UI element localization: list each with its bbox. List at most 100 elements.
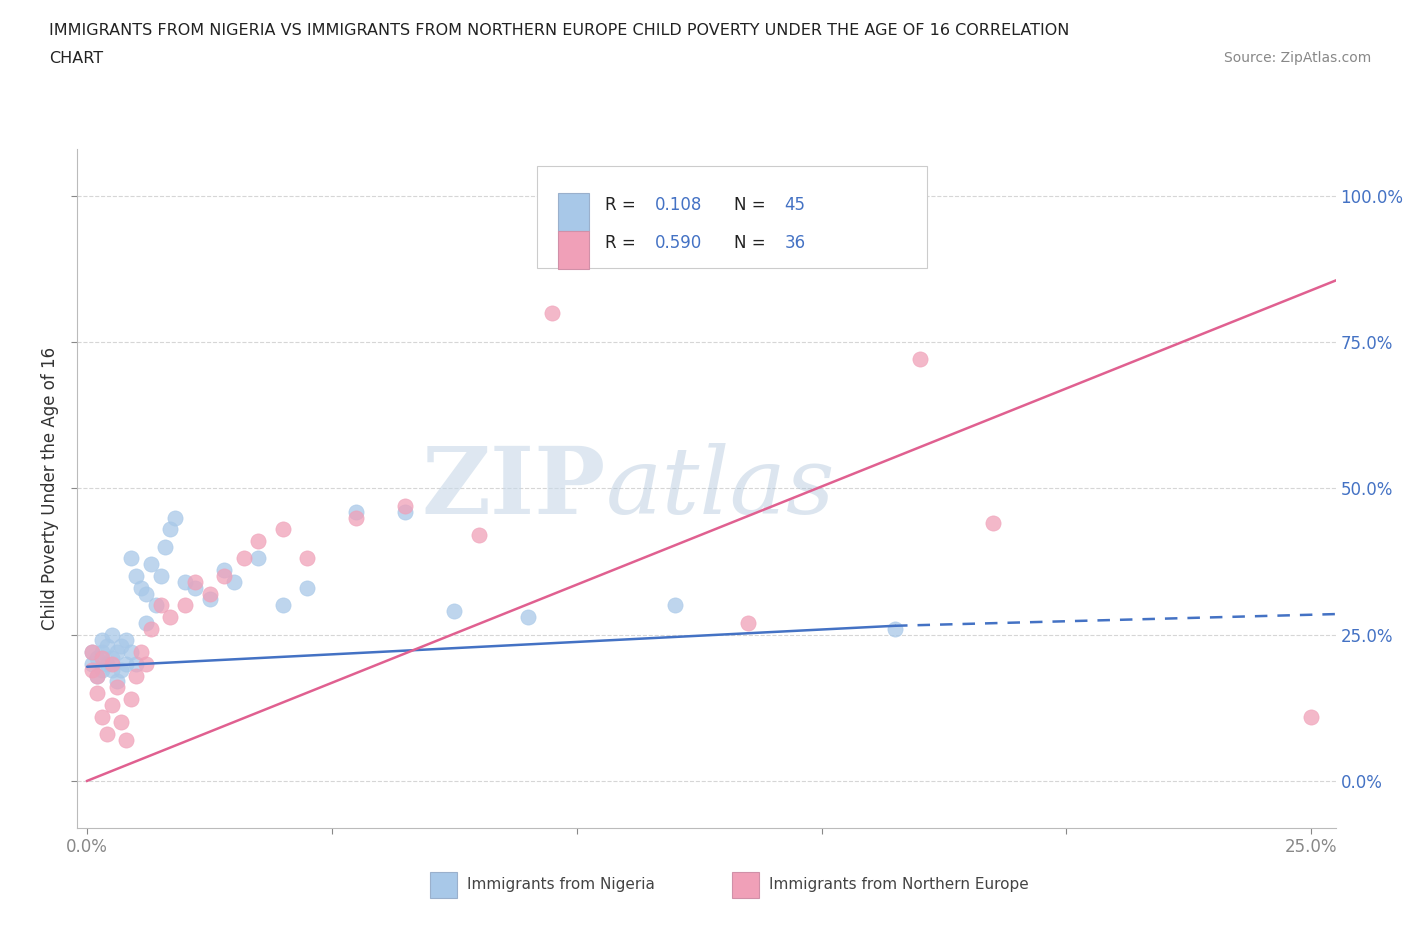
Point <box>908 352 931 367</box>
Point <box>135 657 157 671</box>
Point <box>468 527 491 542</box>
Point <box>105 644 128 659</box>
Bar <box>731 871 759 897</box>
Bar <box>558 193 589 231</box>
Point <box>115 657 138 671</box>
Text: CHART: CHART <box>49 51 103 66</box>
Point <box>80 657 103 671</box>
Point <box>120 644 142 659</box>
Point <box>638 241 661 256</box>
Point <box>120 551 142 566</box>
Point <box>90 644 112 659</box>
Point <box>100 698 122 712</box>
Point <box>155 539 177 554</box>
Text: 36: 36 <box>785 234 806 252</box>
Point <box>135 616 157 631</box>
Point <box>105 674 128 689</box>
Point <box>139 621 162 636</box>
Bar <box>430 871 457 897</box>
Point <box>884 621 907 636</box>
Point <box>174 598 197 613</box>
Point <box>110 715 132 730</box>
Point <box>139 557 162 572</box>
Point <box>737 616 759 631</box>
Point <box>165 510 187 525</box>
Text: Immigrants from Northern Europe: Immigrants from Northern Europe <box>769 877 1029 892</box>
Point <box>159 522 181 537</box>
Point <box>184 580 207 595</box>
Point <box>120 692 142 707</box>
Point <box>159 609 181 624</box>
Point <box>541 305 564 320</box>
Point <box>129 580 152 595</box>
Text: N =: N = <box>734 196 770 214</box>
Point <box>110 639 132 654</box>
Point <box>198 592 221 607</box>
Point <box>110 662 132 677</box>
Point <box>297 580 319 595</box>
Point <box>394 498 416 513</box>
Point <box>125 668 148 683</box>
Point <box>86 685 108 700</box>
Point <box>664 598 686 613</box>
Point <box>346 510 368 525</box>
Y-axis label: Child Poverty Under the Age of 16: Child Poverty Under the Age of 16 <box>41 347 59 630</box>
Point <box>125 568 148 583</box>
Text: R =: R = <box>605 196 641 214</box>
Text: atlas: atlas <box>606 444 835 533</box>
Point <box>516 609 538 624</box>
Text: 45: 45 <box>785 196 806 214</box>
Point <box>346 504 368 519</box>
Point <box>125 657 148 671</box>
Point <box>90 651 112 666</box>
Text: ZIP: ZIP <box>422 444 606 533</box>
Point <box>80 662 103 677</box>
Text: R =: R = <box>605 234 641 252</box>
Text: N =: N = <box>734 234 770 252</box>
Text: IMMIGRANTS FROM NIGERIA VS IMMIGRANTS FROM NORTHERN EUROPE CHILD POVERTY UNDER T: IMMIGRANTS FROM NIGERIA VS IMMIGRANTS FR… <box>49 23 1070 38</box>
Point <box>115 633 138 648</box>
Point <box>115 733 138 748</box>
Point <box>222 575 245 590</box>
Point <box>1301 709 1323 724</box>
Point <box>212 563 235 578</box>
Bar <box>558 232 589 269</box>
Point <box>981 516 1004 531</box>
Point <box>129 644 152 659</box>
Point <box>149 568 172 583</box>
Point <box>100 627 122 642</box>
Point <box>247 551 270 566</box>
Point <box>271 522 294 537</box>
FancyBboxPatch shape <box>537 166 927 268</box>
Point <box>212 568 235 583</box>
Point <box>198 586 221 601</box>
Point <box>394 504 416 519</box>
Text: 0.590: 0.590 <box>655 234 702 252</box>
Point <box>100 657 122 671</box>
Point <box>86 668 108 683</box>
Point <box>100 651 122 666</box>
Point <box>96 726 118 741</box>
Point <box>232 551 254 566</box>
Text: 0.108: 0.108 <box>655 196 702 214</box>
Point <box>80 644 103 659</box>
Point <box>100 662 122 677</box>
Point <box>145 598 167 613</box>
Point <box>90 662 112 677</box>
Text: Source: ZipAtlas.com: Source: ZipAtlas.com <box>1223 51 1371 65</box>
Point <box>96 657 118 671</box>
Point <box>247 534 270 549</box>
Point <box>174 575 197 590</box>
Point <box>90 633 112 648</box>
Point <box>86 668 108 683</box>
Point <box>80 644 103 659</box>
Point <box>297 551 319 566</box>
Point <box>105 680 128 695</box>
Point <box>443 604 465 618</box>
Text: Immigrants from Nigeria: Immigrants from Nigeria <box>467 877 655 892</box>
Point <box>90 709 112 724</box>
Point <box>135 586 157 601</box>
Point <box>86 651 108 666</box>
Point <box>96 639 118 654</box>
Point <box>271 598 294 613</box>
